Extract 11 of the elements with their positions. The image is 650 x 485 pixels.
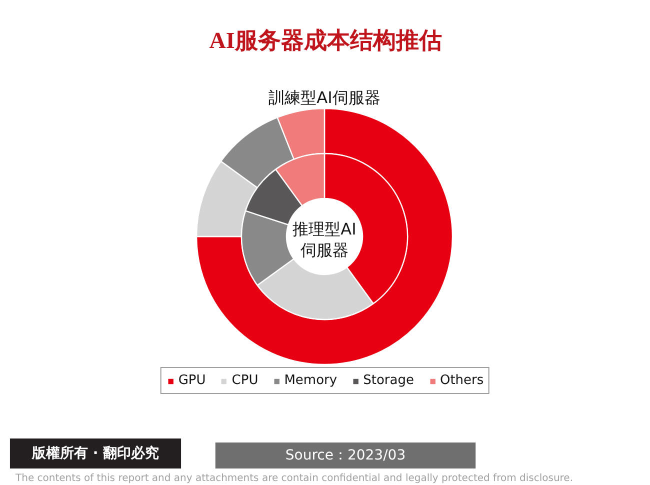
legend-label: Others: [440, 373, 484, 388]
text: 版權所有 · 翻印必究: [30, 444, 160, 462]
legend-label: GPU: [178, 373, 206, 388]
chart-title: AI服务器成本结构推估: [209, 28, 442, 53]
legend-label: CPU: [232, 373, 258, 388]
legend-label: Storage: [363, 373, 414, 388]
source-note: Source：2023/03: [285, 448, 406, 464]
legend-label: Memory: [284, 373, 338, 388]
slice-label: 推理型AI伺服器: [292, 220, 356, 260]
text: The contents of this report and any attachments are contain confidential and legally protected from disclosure.: [14, 473, 573, 484]
slice-label: 訓練型AI伺服器: [268, 88, 380, 107]
